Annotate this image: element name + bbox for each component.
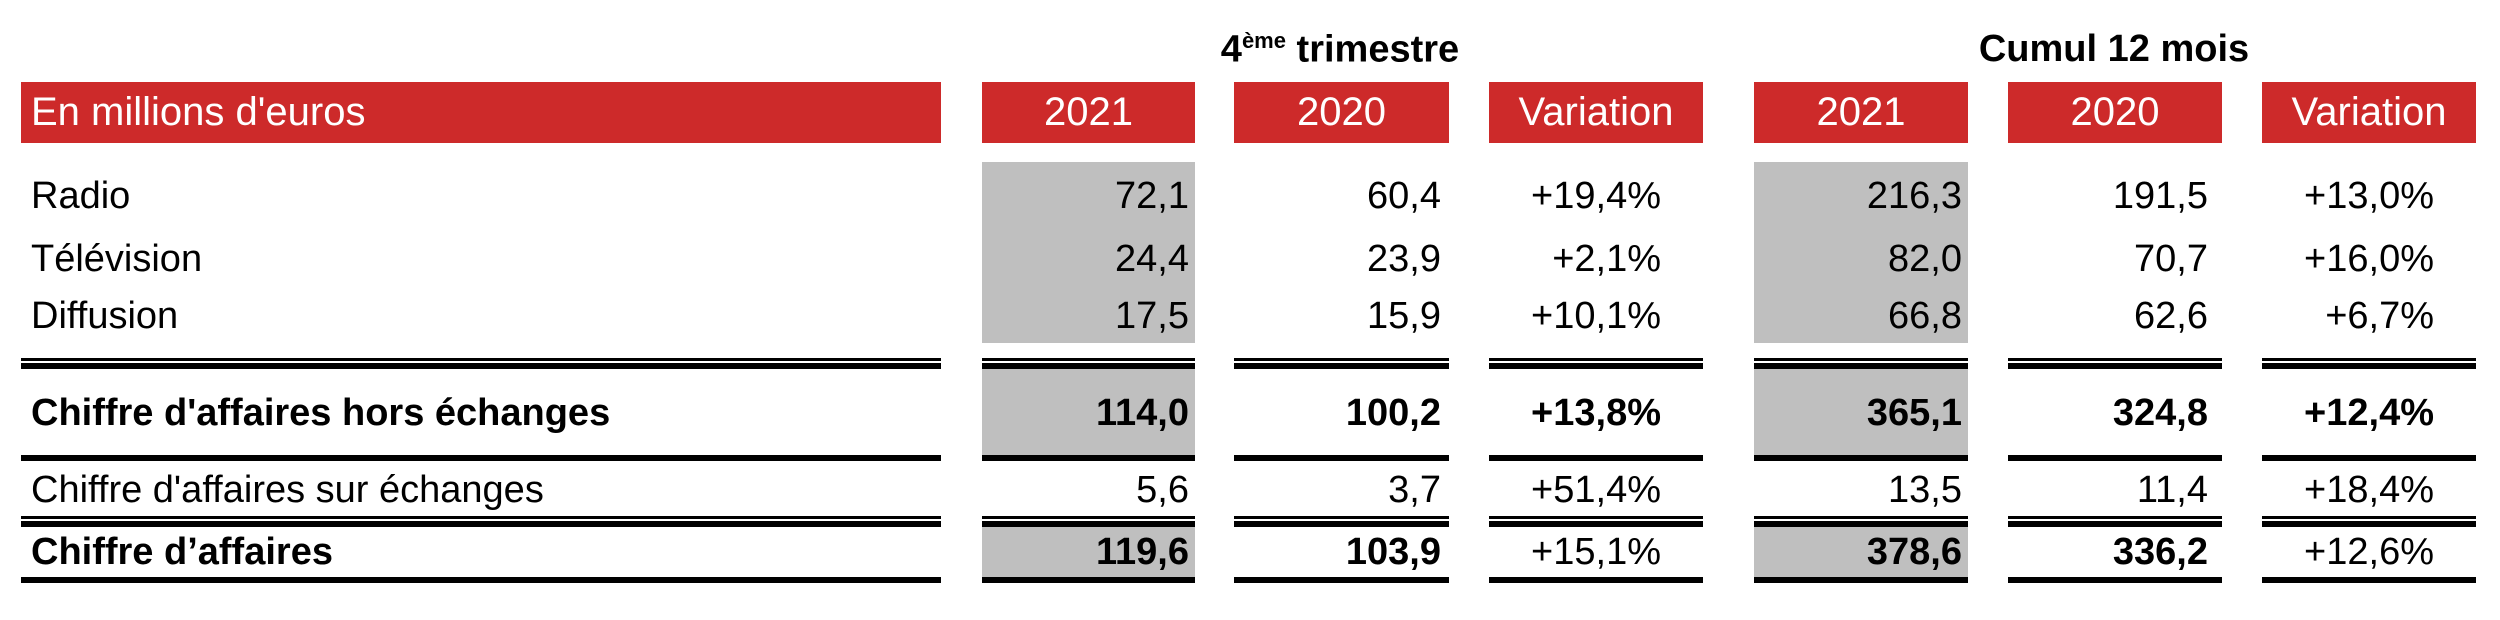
divider-line — [2262, 577, 2476, 583]
divider-line — [1754, 358, 1968, 361]
divider-line — [2262, 516, 2476, 519]
highlight-cell-bg — [1754, 162, 1968, 343]
group-title-q4: 4ème trimestre — [1220, 28, 1460, 71]
divider-line — [2008, 363, 2222, 369]
divider-line — [1234, 516, 1449, 519]
row-label: Radio — [31, 175, 131, 217]
table-cell: 11,4 — [2136, 469, 2208, 511]
row-label: Chiffre d’affaires — [31, 531, 333, 573]
table-cell: +6,7% — [2325, 295, 2434, 337]
column-header: 2021 — [1754, 82, 1968, 143]
table-cell: +16,0% — [2304, 238, 2434, 280]
table-cell: +13,8% — [1531, 392, 1661, 434]
highlight-cell-bg — [982, 162, 1195, 343]
column-header: 2020 — [2008, 82, 2222, 143]
divider-line — [1489, 577, 1703, 583]
table-cell: 66,8 — [1888, 295, 1962, 337]
column-header: 2021 — [982, 82, 1195, 143]
table-cell: 191,5 — [2112, 175, 2208, 217]
table-cell: 365,1 — [1866, 392, 1962, 434]
table-cell: 17,5 — [1115, 295, 1189, 337]
table-cell: 324,8 — [2112, 392, 2208, 434]
group-title-12-months: Cumul 12 mois — [1978, 28, 2250, 70]
divider-line — [2008, 516, 2222, 519]
divider-line — [2008, 577, 2222, 583]
table-cell: 70,7 — [2134, 238, 2208, 280]
divider-line — [1489, 516, 1703, 519]
table-cell: 13,5 — [1888, 469, 1962, 511]
divider-line — [1489, 455, 1703, 461]
table-cell: +12,6% — [2304, 531, 2434, 573]
table-cell: 60,4 — [1367, 175, 1441, 217]
divider-line — [982, 516, 1195, 519]
divider-line — [1754, 577, 1968, 583]
table-cell: 100,2 — [1345, 392, 1441, 434]
divider-line — [2262, 455, 2476, 461]
table-cell: 378,6 — [1866, 531, 1962, 573]
column-header: 2020 — [1234, 82, 1449, 143]
divider-line — [1234, 577, 1449, 583]
divider-line — [1489, 521, 1703, 527]
table-cell: +2,1% — [1552, 238, 1661, 280]
divider-line — [2008, 455, 2222, 461]
divider-line — [982, 455, 1195, 461]
table-cell: 82,0 — [1888, 238, 1962, 280]
divider-line — [1754, 363, 1968, 369]
highlight-cell-bg — [982, 368, 1195, 455]
highlight-cell-bg — [1754, 526, 1968, 577]
divider-line — [1234, 521, 1449, 527]
table-cell: 5,6 — [1136, 469, 1189, 511]
table-cell: +10,1% — [1531, 295, 1661, 337]
divider-line — [1754, 521, 1968, 527]
divider-line — [21, 358, 941, 361]
table-cell: +51,4% — [1531, 469, 1661, 511]
divider-line — [2262, 521, 2476, 527]
table-cell: +15,1% — [1531, 531, 1661, 573]
header-label: En millions d'euros — [21, 82, 941, 143]
divider-line — [982, 577, 1195, 583]
divider-line — [2262, 363, 2476, 369]
divider-line — [21, 455, 941, 461]
table-cell: 23,9 — [1367, 238, 1441, 280]
divider-line — [982, 358, 1195, 361]
divider-line — [982, 363, 1195, 369]
divider-line — [2262, 358, 2476, 361]
table-cell: 3,7 — [1388, 469, 1441, 511]
divider-line — [1489, 358, 1703, 361]
highlight-cell-bg — [982, 526, 1195, 577]
divider-line — [1234, 358, 1449, 361]
divider-line — [1489, 363, 1703, 369]
divider-line — [982, 521, 1195, 527]
table-cell: +18,4% — [2304, 469, 2434, 511]
divider-line — [21, 516, 941, 519]
divider-line — [21, 363, 941, 369]
table-cell: +19,4% — [1531, 175, 1661, 217]
table-cell: 103,9 — [1345, 531, 1441, 573]
column-header: Variation — [2262, 82, 2476, 143]
table-cell: +13,0% — [2304, 175, 2434, 217]
table-cell: 336,2 — [2112, 531, 2208, 573]
table-cell: 24,4 — [1115, 238, 1189, 280]
table-cell: 216,3 — [1866, 175, 1962, 217]
row-label: Chiffre d'affaires sur échanges — [31, 469, 544, 511]
divider-line — [2008, 521, 2222, 527]
divider-line — [1754, 516, 1968, 519]
divider-line — [2008, 358, 2222, 361]
divider-line — [21, 521, 941, 527]
column-header: Variation — [1489, 82, 1703, 143]
table-cell: 114,0 — [1096, 392, 1189, 434]
table-cell: 15,9 — [1367, 295, 1441, 337]
divider-line — [1234, 455, 1449, 461]
row-label: Chiffre d'affaires hors échanges — [31, 392, 611, 434]
divider-line — [21, 577, 941, 583]
divider-line — [1754, 455, 1968, 461]
table-cell: 119,6 — [1096, 531, 1189, 573]
row-label: Télévision — [31, 238, 203, 280]
table-cell: +12,4% — [2304, 392, 2434, 434]
highlight-cell-bg — [1754, 368, 1968, 455]
divider-line — [1234, 363, 1449, 369]
table-cell: 62,6 — [2134, 295, 2208, 337]
row-label: Diffusion — [31, 295, 179, 337]
table-cell: 72,1 — [1115, 175, 1189, 217]
